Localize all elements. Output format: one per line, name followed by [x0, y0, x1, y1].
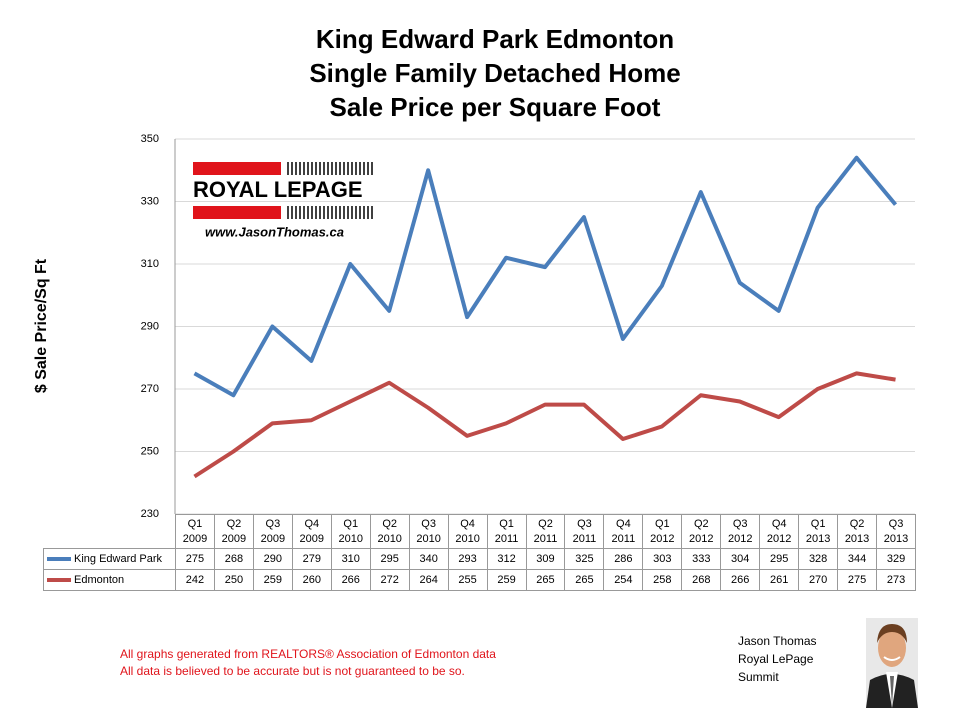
- y-tick-label: 290: [141, 320, 159, 332]
- table-value: 333: [681, 548, 722, 570]
- table-value: 303: [642, 548, 683, 570]
- table-value: 275: [175, 548, 215, 570]
- x-tick-label: Q2 2012: [681, 514, 722, 549]
- chart-title: King Edward Park Edmonton Single Family …: [309, 24, 681, 122]
- x-tick-label: Q4 2010: [447, 514, 488, 549]
- logo: ROYAL LEPAGE www.JasonThomas.ca: [193, 162, 373, 239]
- x-tick-label: Q3 2010: [408, 514, 449, 549]
- table-value: 259: [486, 569, 527, 591]
- table-value: 310: [330, 548, 371, 570]
- table-value: 268: [681, 569, 722, 591]
- y-axis-label: $ Sale Price/Sq Ft: [33, 258, 50, 393]
- y-tick-label: 270: [141, 383, 159, 395]
- x-tick-label: Q3 2011: [564, 514, 605, 549]
- x-tick-label: Q4 2011: [603, 514, 644, 549]
- table-value: 254: [603, 569, 644, 591]
- series-line: [193, 155, 898, 398]
- table-value: 268: [213, 548, 254, 570]
- legend-swatch: [47, 578, 71, 582]
- table-value: 325: [564, 548, 605, 570]
- photo: [866, 618, 918, 708]
- x-tick-label: Q2 2009: [213, 514, 254, 549]
- table-value: 272: [369, 569, 410, 591]
- legend-swatch: [47, 557, 71, 561]
- table-value: 295: [369, 548, 410, 570]
- y-tick-label: 250: [141, 445, 159, 457]
- table-value: 290: [252, 548, 293, 570]
- table-value: 295: [759, 548, 800, 570]
- table-value: 258: [642, 569, 683, 591]
- table-value: 344: [837, 548, 878, 570]
- website: www.JasonThomas.ca: [205, 224, 344, 239]
- table-value: 312: [486, 548, 527, 570]
- table-value: 275: [837, 569, 878, 591]
- x-tick-label: Q3 2013: [876, 514, 916, 549]
- legend-entry: Edmonton: [43, 569, 176, 591]
- table-value: 340: [408, 548, 449, 570]
- y-tick-label: 330: [141, 195, 159, 207]
- table-value: 266: [330, 569, 371, 591]
- x-tick-label: Q3 2009: [252, 514, 293, 549]
- x-tick-label: Q3 2012: [720, 514, 761, 549]
- table-value: 265: [525, 569, 566, 591]
- table-value: 261: [759, 569, 800, 591]
- table-value: 279: [291, 548, 332, 570]
- table-value: 329: [876, 548, 916, 570]
- x-tick-label: Q1 2012: [642, 514, 683, 549]
- x-tick-label: Q4 2009: [291, 514, 332, 549]
- table-value: 255: [447, 569, 488, 591]
- footnote: All data is believed to be accurate but …: [120, 664, 465, 678]
- legend-entry: King Edward Park: [43, 548, 176, 570]
- footnote: All graphs generated from REALTORS® Asso…: [120, 647, 496, 661]
- x-tick-label: Q1 2010: [330, 514, 371, 549]
- table-value: 259: [252, 569, 293, 591]
- series-line: [193, 371, 896, 479]
- y-tick-label: 310: [141, 258, 159, 270]
- table-value: 264: [408, 569, 449, 591]
- y-tick-label: 350: [141, 133, 159, 145]
- table-value: 270: [798, 569, 839, 591]
- x-tick-label: Q2 2010: [369, 514, 410, 549]
- table-value: 309: [525, 548, 566, 570]
- table-value: 328: [798, 548, 839, 570]
- table-value: 242: [175, 569, 215, 591]
- logo-text: ROYAL LEPAGE: [193, 177, 363, 202]
- x-tick-label: Q2 2011: [525, 514, 566, 549]
- table-value: 286: [603, 548, 644, 570]
- table-value: 266: [720, 569, 761, 591]
- table-value: 250: [213, 569, 254, 591]
- x-tick-label: Q1 2013: [798, 514, 839, 549]
- table-value: 265: [564, 569, 605, 591]
- author: Jason Thomas Royal LePage Summit: [738, 634, 817, 684]
- table-value: 260: [291, 569, 332, 591]
- table-value: 304: [720, 548, 761, 570]
- table-value: 293: [447, 548, 488, 570]
- table-value: 273: [876, 569, 916, 591]
- y-tick-label: 230: [141, 508, 159, 520]
- x-tick-label: Q1 2011: [486, 514, 527, 549]
- x-tick-label: Q2 2013: [837, 514, 878, 549]
- x-tick-label: Q4 2012: [759, 514, 800, 549]
- x-tick-label: Q1 2009: [175, 514, 215, 549]
